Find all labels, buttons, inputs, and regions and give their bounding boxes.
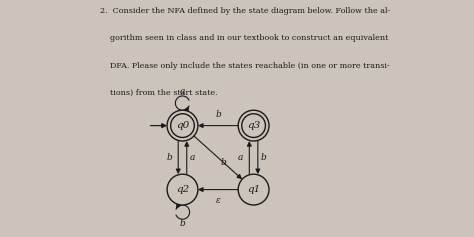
Text: a: a [238, 153, 243, 162]
Text: b: b [215, 110, 221, 119]
Text: gorithm seen in class and in our textbook to construct an equivalent: gorithm seen in class and in our textboo… [100, 34, 388, 42]
Text: b: b [261, 153, 266, 162]
Text: q1: q1 [247, 185, 260, 194]
Text: q2: q2 [176, 185, 189, 194]
Text: 2.  Consider the NFA defined by the state diagram below. Follow the al-: 2. Consider the NFA defined by the state… [100, 7, 390, 15]
Text: DFA. Please only include the states reachable (in one or more transi-: DFA. Please only include the states reac… [100, 62, 389, 70]
Text: a: a [189, 153, 195, 162]
Circle shape [167, 174, 198, 205]
Text: tions) from the start state.: tions) from the start state. [100, 89, 217, 97]
Circle shape [238, 110, 269, 141]
Text: b: b [166, 153, 173, 162]
Text: q0: q0 [176, 121, 189, 130]
Text: b: b [221, 158, 227, 167]
Text: ε: ε [216, 196, 220, 205]
Circle shape [238, 174, 269, 205]
Text: a: a [180, 87, 185, 96]
Circle shape [167, 110, 198, 141]
Text: b: b [180, 219, 185, 228]
Text: q3: q3 [247, 121, 260, 130]
